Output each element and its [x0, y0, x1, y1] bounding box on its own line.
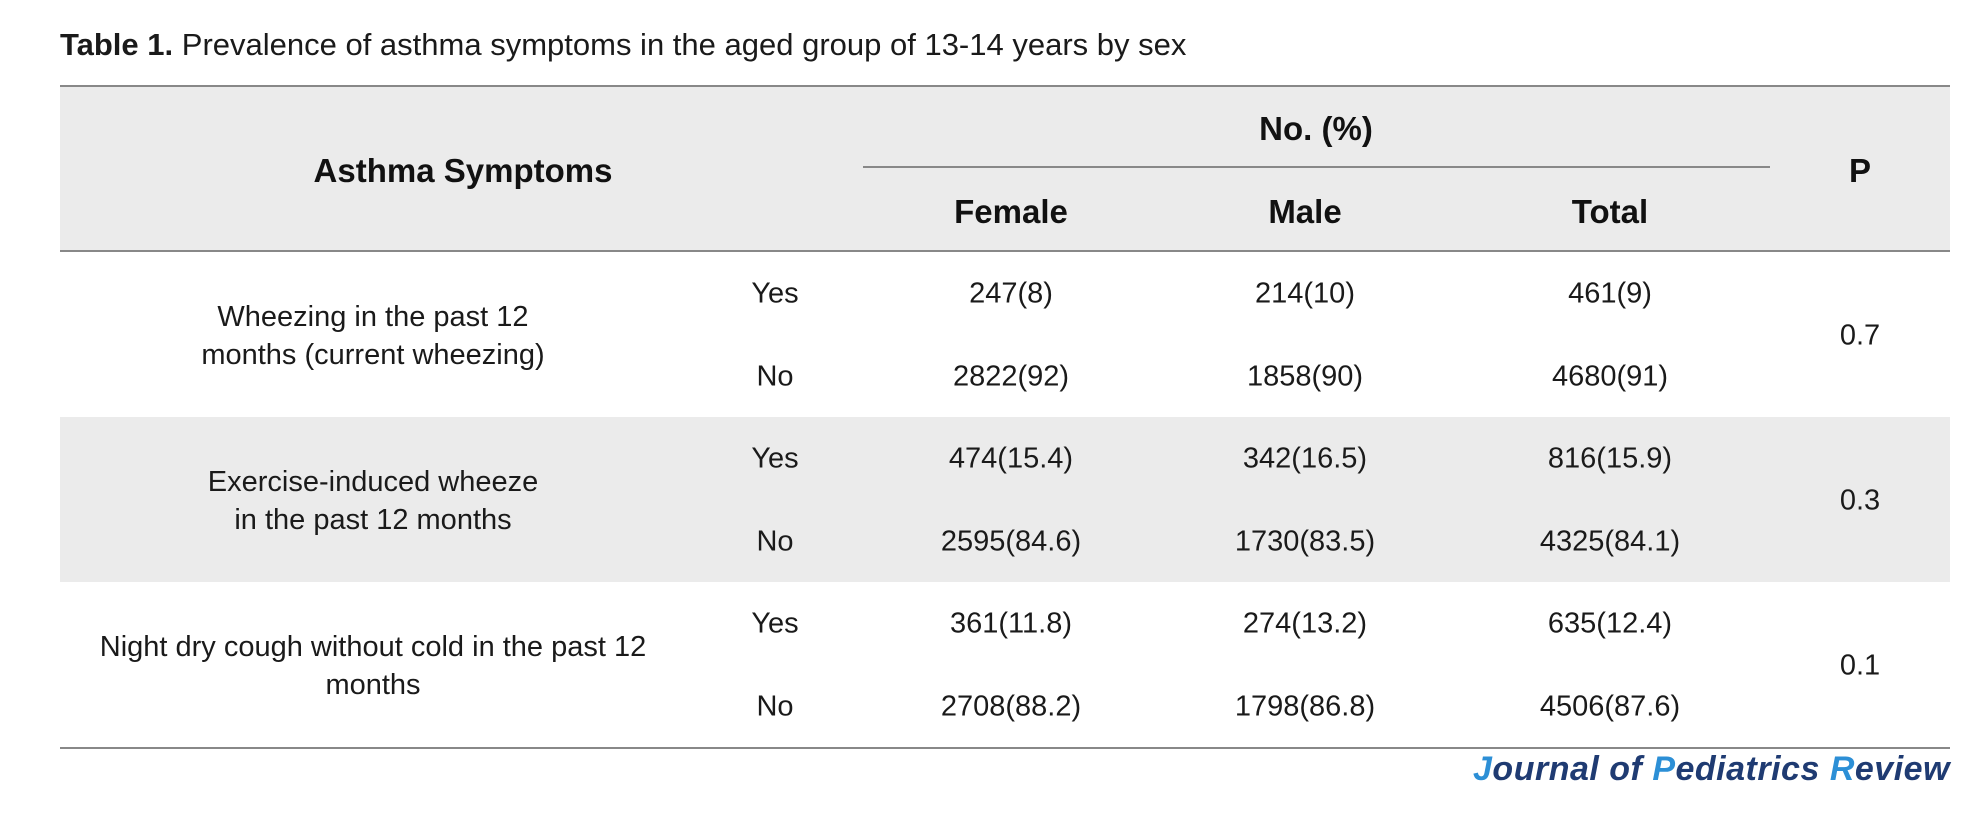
cell-total: 4680(91) [1551, 360, 1669, 393]
journal-text-2: ediatrics [1675, 750, 1830, 788]
p-value: 0.1 [1839, 649, 1881, 682]
p-value: 0.7 [1839, 319, 1881, 352]
answer-yes: Yes [751, 277, 799, 310]
top-rule [60, 85, 1950, 87]
table-caption-label: Table 1. [60, 27, 174, 62]
header-no-percent: No. (%) [1259, 110, 1373, 147]
group-subrule [863, 166, 1770, 168]
symptom-label-line1: Night dry cough without cold in the past… [99, 631, 647, 663]
cell-female: 247(8) [969, 277, 1053, 310]
cell-male: 1798(86.8) [1234, 690, 1376, 723]
cell-total: 816(15.9) [1547, 442, 1673, 475]
cell-female: 474(15.4) [948, 442, 1074, 475]
cell-female: 2708(88.2) [940, 690, 1082, 723]
answer-no: No [756, 690, 794, 723]
header-male: Male [1268, 193, 1342, 230]
answer-yes: Yes [751, 442, 799, 475]
symptom-label-line2: months (current wheezing) [201, 339, 545, 371]
symptom-label-line1: Wheezing in the past 12 [217, 301, 529, 333]
cell-total: 635(12.4) [1547, 607, 1673, 640]
header-female: Female [954, 193, 1068, 230]
header-bottom-rule [60, 250, 1950, 252]
symptom-label: Night dry cough without cold in the past… [100, 628, 647, 704]
cell-female: 361(11.8) [950, 607, 1072, 640]
journal-initial-j: J [1473, 750, 1493, 788]
answer-yes: Yes [751, 607, 799, 640]
journal-text-3: eview [1854, 750, 1950, 788]
p-value: 0.3 [1839, 484, 1881, 517]
table-caption-text: Prevalence of asthma symptoms in the age… [181, 27, 1187, 62]
answer-no: No [756, 525, 794, 558]
header-p: P [1848, 152, 1872, 189]
symptom-label: Exercise-induced wheeze in the past 12 m… [208, 463, 538, 539]
cell-female: 2595(84.6) [940, 525, 1082, 558]
symptom-label: Wheezing in the past 12 months (current … [201, 298, 544, 374]
cell-female: 2822(92) [952, 360, 1070, 393]
symptom-label-line1: Exercise-induced wheeze [207, 466, 539, 498]
header-asthma-symptoms: Asthma Symptoms [313, 152, 613, 189]
journal-text-1: ournal of [1492, 750, 1653, 788]
bottom-rule [60, 747, 1950, 749]
cell-total: 4506(87.6) [1539, 690, 1681, 723]
journal-initial-p: P [1652, 750, 1676, 788]
cell-male: 274(13.2) [1242, 607, 1368, 640]
cell-male: 1858(90) [1246, 360, 1364, 393]
journal-name: Journal of Pediatrics Review [1473, 750, 1950, 789]
journal-initial-r: R [1829, 750, 1855, 788]
cell-male: 214(10) [1255, 277, 1355, 310]
cell-total: 461(9) [1568, 277, 1652, 310]
row-2-background [60, 417, 1950, 582]
cell-total: 4325(84.1) [1539, 525, 1681, 558]
cell-male: 1730(83.5) [1234, 525, 1376, 558]
answer-no: No [756, 360, 794, 393]
table-caption: Table 1. Prevalence of asthma symptoms i… [60, 24, 1186, 66]
header-total: Total [1571, 193, 1649, 230]
symptom-label-line2: in the past 12 months [234, 504, 512, 536]
cell-male: 342(16.5) [1242, 442, 1368, 475]
symptom-label-line2: months [325, 669, 421, 701]
header-background [60, 86, 1950, 251]
